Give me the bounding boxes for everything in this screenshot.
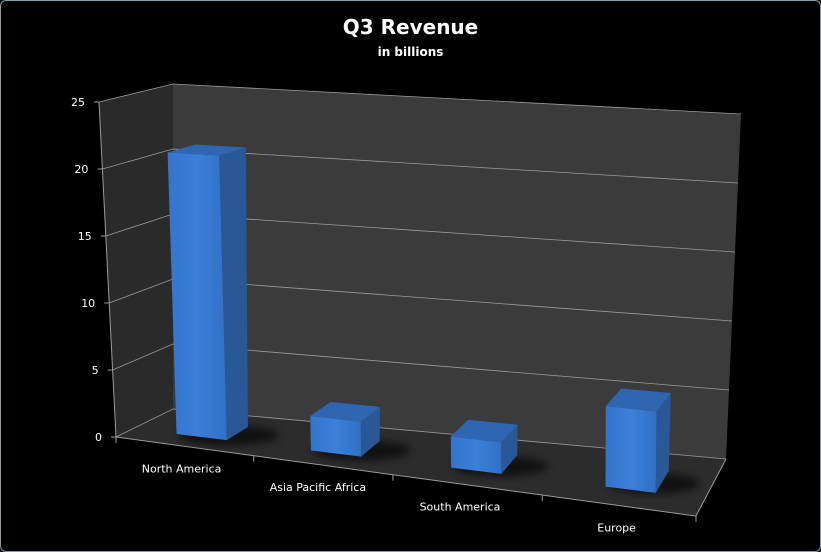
y-axis-line — [98, 101, 117, 438]
bar-front — [310, 415, 362, 457]
bar-south-america — [450, 419, 549, 477]
x-tick-label: Asia Pacific Africa — [270, 481, 366, 494]
y-tick-label: 0 — [95, 431, 102, 444]
y-tick-label: 15 — [78, 230, 92, 243]
bar-top — [167, 144, 246, 156]
gridline — [98, 83, 742, 115]
y-tick-label: 5 — [92, 364, 99, 377]
bar-top — [450, 419, 518, 443]
y-tick-label: 20 — [74, 163, 88, 176]
x-tick-label: North America — [142, 462, 222, 475]
x-tick-label: Europe — [597, 522, 636, 535]
bar-top — [310, 401, 380, 422]
chart-title: Q3 Revenue — [342, 15, 479, 39]
gridline — [112, 343, 730, 391]
floor-edge — [695, 458, 727, 517]
bar-side — [360, 406, 380, 457]
bar-side — [219, 147, 248, 441]
bar-asia-pacific-africa — [310, 401, 411, 461]
x-axis-line — [115, 436, 697, 517]
y-tick-label: 10 — [81, 297, 95, 310]
chart-subtitle: in billions — [377, 45, 444, 59]
bar-top — [605, 388, 671, 412]
x-tick-label: South America — [420, 500, 501, 513]
side-wall — [99, 84, 173, 437]
gridline — [115, 408, 727, 460]
bar-front — [605, 406, 657, 493]
bar-europe — [605, 388, 700, 494]
y-tick-label: 25 — [71, 96, 85, 109]
gridline — [102, 148, 739, 184]
bar-side — [655, 393, 671, 493]
bar-front — [167, 152, 227, 441]
bar-front — [450, 436, 502, 474]
bar-side — [501, 424, 518, 474]
bar-north-america — [167, 144, 279, 446]
back-wall — [173, 84, 741, 459]
